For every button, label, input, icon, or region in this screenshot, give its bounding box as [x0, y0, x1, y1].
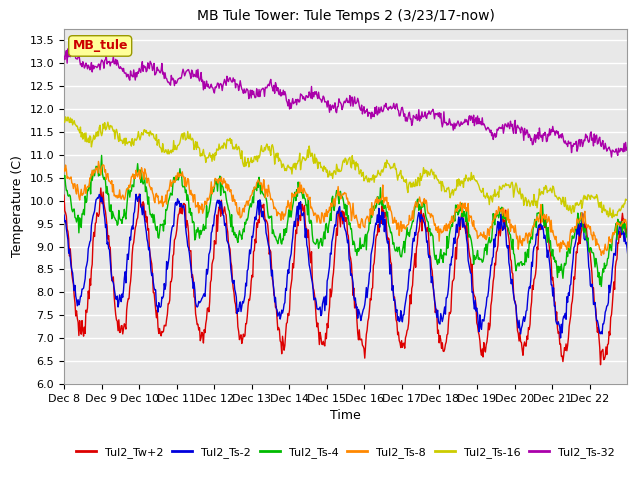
X-axis label: Time: Time — [330, 409, 361, 422]
Legend: Tul2_Tw+2, Tul2_Ts-2, Tul2_Ts-4, Tul2_Ts-8, Tul2_Ts-16, Tul2_Ts-32: Tul2_Tw+2, Tul2_Ts-2, Tul2_Ts-4, Tul2_Ts… — [72, 443, 620, 463]
Title: MB Tule Tower: Tule Temps 2 (3/23/17-now): MB Tule Tower: Tule Temps 2 (3/23/17-now… — [196, 10, 495, 24]
Text: MB_tule: MB_tule — [72, 39, 128, 52]
Y-axis label: Temperature (C): Temperature (C) — [11, 156, 24, 257]
